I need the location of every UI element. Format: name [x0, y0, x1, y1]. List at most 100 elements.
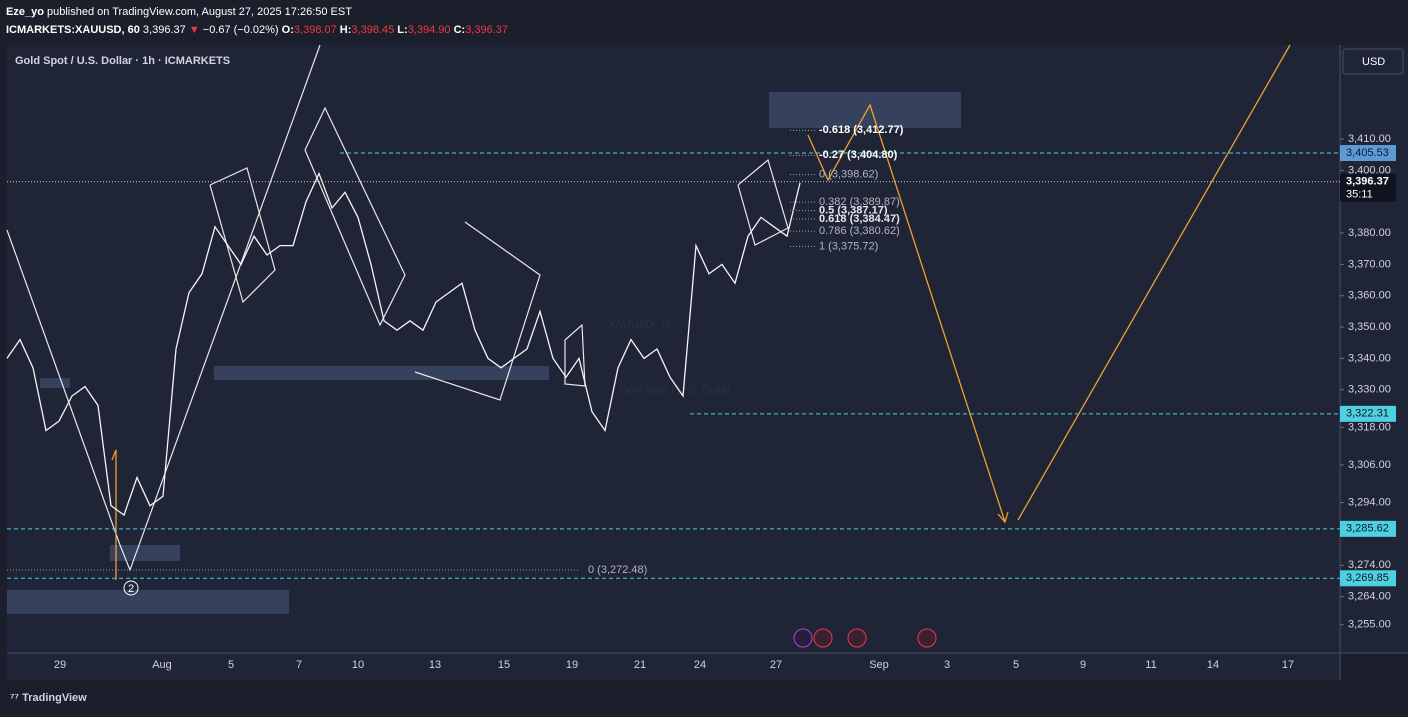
- x-tick-label: 10: [352, 659, 364, 671]
- zone: [40, 378, 70, 388]
- last: 3,396.37: [143, 24, 186, 36]
- price-badge: [1340, 145, 1396, 162]
- y-tick-label: 3,274.00: [1348, 559, 1391, 571]
- publish-info: published on TradingView.com, August 27,…: [47, 6, 352, 18]
- y-tick-label: 3,410.00: [1348, 133, 1391, 145]
- wave-marker: [123, 580, 139, 596]
- x-tick-label: 27: [770, 659, 782, 671]
- close: 3,396.37: [465, 24, 508, 36]
- y-tick-label: 3,350.00: [1348, 321, 1391, 333]
- price-badge: [1340, 570, 1396, 587]
- y-tick-label: 3,318.00: [1348, 421, 1391, 433]
- x-tick-label: 9: [1080, 659, 1086, 671]
- y-tick-label: 3,400.00: [1348, 164, 1391, 176]
- drawing-line: [304, 106, 406, 327]
- high: 3,398.45: [351, 24, 394, 36]
- x-tick-label: 29: [54, 659, 66, 671]
- y-tick-label: 3,380.00: [1348, 227, 1391, 239]
- fib-label: 0 (3,398.62): [819, 169, 878, 181]
- drawing-line: [414, 221, 541, 401]
- low: 3,394.90: [408, 24, 451, 36]
- price-badge-label: 3,322.31: [1346, 408, 1389, 420]
- key: O:: [282, 24, 294, 36]
- price-line: [6, 171, 801, 517]
- fib-label: 0.382 (3,389.87): [819, 196, 900, 208]
- watermark-symbol: XAUUSD, 1h: [608, 319, 672, 331]
- fib-label: 0.5 (3,387.17): [819, 204, 888, 216]
- price-badge-label: 3,285.62: [1346, 523, 1389, 535]
- price-badge: [1340, 405, 1396, 422]
- projection-line: [1017, 44, 1291, 521]
- event-icon[interactable]: [813, 628, 833, 648]
- fib-label: 0.618 (3,384.47): [819, 213, 900, 225]
- drawing-line: [564, 323, 586, 387]
- plot-area: [7, 45, 1340, 653]
- x-tick-label: 21: [634, 659, 646, 671]
- y-tick-label: 3,360.00: [1348, 290, 1391, 302]
- x-tick-label: 5: [1013, 659, 1019, 671]
- currency: USD: [1362, 56, 1385, 68]
- fib-label: -0.618 (3,412.77): [819, 124, 904, 136]
- x-tick-label: 7: [296, 659, 302, 671]
- author: Eze_yo published on TradingView.com, Aug…: [6, 6, 352, 18]
- x-tick-label: Aug: [152, 659, 172, 671]
- x-tick-label: 19: [566, 659, 578, 671]
- projection-line: [807, 103, 1006, 523]
- drawing-line: [209, 167, 276, 304]
- footer-brand: ⁷⁷ TradingView: [10, 692, 87, 704]
- projection-arrow: [111, 449, 117, 580]
- x-tick-label: Sep: [869, 659, 889, 671]
- zone: [110, 545, 180, 561]
- event-icon[interactable]: [917, 628, 937, 648]
- x-tick-label: 15: [498, 659, 510, 671]
- projection: [111, 44, 1291, 580]
- y-tick-label: 3,255.00: [1348, 619, 1391, 631]
- zones: [7, 92, 961, 614]
- drawings: [6, 44, 789, 572]
- open: 3,398.07: [294, 24, 337, 36]
- y-tick-label: 3,306.00: [1348, 459, 1391, 471]
- x-tick-label: 5: [228, 659, 234, 671]
- y-tick-label: 3,264.00: [1348, 590, 1391, 602]
- fib-label: 0 (3,272.48): [588, 564, 647, 576]
- event-icon[interactable]: [793, 628, 813, 648]
- fib-zone: [769, 92, 961, 128]
- x-tick-label: 3: [944, 659, 950, 671]
- x-tick-label: 11: [1145, 659, 1156, 671]
- countdown: 35:11: [1346, 189, 1373, 201]
- fib-label: 1 (3,375.72): [819, 240, 878, 252]
- symbol: ICMARKETS:XAUUSD, 60: [6, 24, 140, 36]
- change: −0.67 (−0.02%): [203, 24, 279, 36]
- x-tick-label: 14: [1207, 659, 1219, 671]
- current-price-badge: [1340, 173, 1396, 202]
- x-tick-label: 13: [429, 659, 441, 671]
- x-tick-label: 24: [694, 659, 706, 671]
- y-tick-label: 3,370.00: [1348, 258, 1391, 270]
- chart-title: Gold Spot / U.S. Dollar · 1h · ICMARKETS: [15, 55, 230, 67]
- events: [793, 628, 937, 648]
- zone: [214, 366, 549, 380]
- price-badge-label: 3,405.53: [1346, 147, 1389, 159]
- key: H:: [340, 24, 352, 36]
- arrow-head: [997, 511, 1009, 524]
- author-name: Eze_yo: [6, 6, 44, 18]
- arrow: ▼: [189, 24, 200, 36]
- key: L:: [397, 24, 407, 36]
- price-badge-label: 3,269.85: [1346, 572, 1389, 584]
- fib-label: -0.27 (3,404.80): [819, 149, 898, 161]
- current-price-label: 3,396.37: [1346, 176, 1389, 188]
- y-tick-label: 3,340.00: [1348, 352, 1391, 364]
- y-tick-label: 3,294.00: [1348, 496, 1391, 508]
- zone: [7, 590, 289, 614]
- currency-button[interactable]: [1342, 48, 1404, 75]
- symbol-line: ICMARKETS:XAUUSD, 60 3,396.37 ▼ −0.67 (−…: [6, 24, 508, 36]
- wave-label: 2: [128, 583, 134, 595]
- drawing-line: [6, 44, 321, 572]
- price-badge: [1340, 520, 1396, 537]
- time-axis: [7, 653, 1340, 680]
- fib-label: 0.786 (3,380.62): [819, 225, 900, 237]
- y-tick-label: 3,330.00: [1348, 384, 1391, 396]
- event-icon[interactable]: [847, 628, 867, 648]
- x-tick-label: 17: [1282, 659, 1294, 671]
